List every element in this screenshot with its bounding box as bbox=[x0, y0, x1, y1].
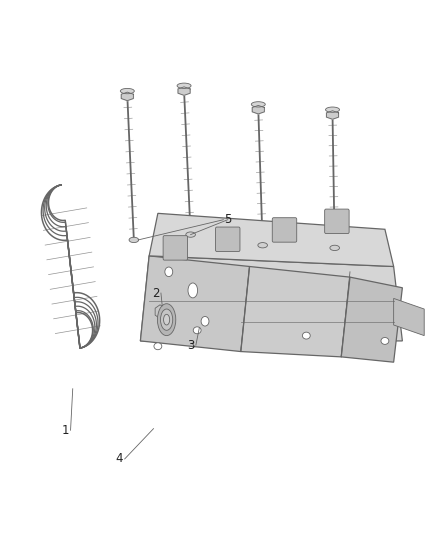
Polygon shape bbox=[155, 308, 160, 315]
Polygon shape bbox=[241, 266, 350, 357]
Polygon shape bbox=[155, 305, 160, 312]
FancyBboxPatch shape bbox=[272, 217, 297, 242]
Polygon shape bbox=[160, 308, 165, 315]
Ellipse shape bbox=[165, 267, 173, 277]
Ellipse shape bbox=[325, 107, 339, 112]
FancyBboxPatch shape bbox=[163, 236, 187, 260]
Polygon shape bbox=[160, 305, 165, 312]
Polygon shape bbox=[326, 111, 339, 119]
Ellipse shape bbox=[188, 283, 198, 298]
Ellipse shape bbox=[381, 337, 389, 344]
FancyBboxPatch shape bbox=[215, 227, 240, 252]
Ellipse shape bbox=[157, 304, 176, 336]
Text: 1: 1 bbox=[62, 424, 69, 437]
Text: 4: 4 bbox=[116, 453, 123, 465]
Ellipse shape bbox=[302, 332, 310, 339]
Text: 3: 3 bbox=[187, 338, 194, 352]
Ellipse shape bbox=[330, 245, 339, 251]
Polygon shape bbox=[160, 312, 165, 319]
Ellipse shape bbox=[186, 232, 195, 237]
Ellipse shape bbox=[154, 343, 162, 350]
Text: 5: 5 bbox=[224, 213, 231, 226]
Polygon shape bbox=[121, 92, 133, 101]
Polygon shape bbox=[155, 312, 160, 319]
Ellipse shape bbox=[201, 317, 209, 326]
Text: 2: 2 bbox=[152, 287, 159, 300]
Ellipse shape bbox=[258, 243, 268, 248]
Ellipse shape bbox=[193, 327, 201, 334]
Polygon shape bbox=[341, 277, 403, 362]
Polygon shape bbox=[162, 261, 212, 341]
Ellipse shape bbox=[177, 83, 191, 88]
Ellipse shape bbox=[163, 314, 170, 325]
Polygon shape bbox=[149, 213, 394, 266]
Ellipse shape bbox=[120, 88, 134, 94]
Polygon shape bbox=[252, 106, 265, 114]
Polygon shape bbox=[394, 298, 424, 336]
Polygon shape bbox=[141, 256, 250, 352]
Polygon shape bbox=[178, 87, 190, 95]
Ellipse shape bbox=[129, 237, 139, 243]
Polygon shape bbox=[141, 256, 403, 341]
Ellipse shape bbox=[251, 102, 265, 107]
Ellipse shape bbox=[160, 309, 173, 330]
FancyBboxPatch shape bbox=[325, 209, 349, 233]
